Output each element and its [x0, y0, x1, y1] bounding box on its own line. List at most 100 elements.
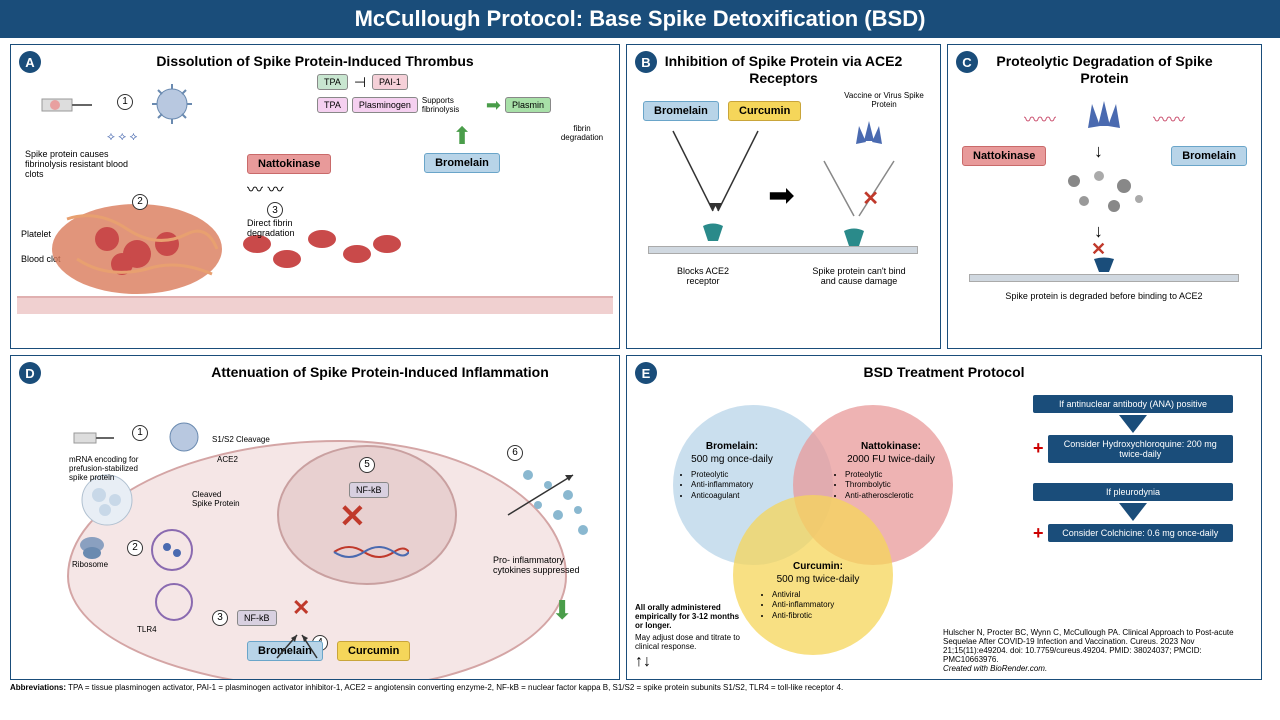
- flow2-rec: Consider Colchicine: 0.6 mg once-daily: [1048, 524, 1233, 542]
- bromelain-label-a: Bromelain: [424, 153, 500, 173]
- big-arrow-icon: ➡: [768, 176, 795, 214]
- dna-icon: [329, 537, 409, 567]
- membrane: [648, 246, 918, 254]
- step-2: 2: [132, 194, 148, 210]
- curc-dose: 500 mg twice-daily: [777, 574, 860, 585]
- ribosome-icon: [77, 535, 107, 560]
- supports-label: Supports fibrinolysis: [422, 96, 482, 114]
- virus-icon-d: [162, 415, 207, 460]
- plasminogen-box: Plasminogen: [352, 97, 418, 113]
- arrow-down-icon-e2: [1119, 503, 1147, 521]
- footer-text: TPA = tissue plasminogen activator, PAI-…: [68, 683, 843, 692]
- panel-badge-b: B: [635, 51, 657, 73]
- spike-cluster-icon: [844, 116, 894, 156]
- page-title: McCullough Protocol: Base Spike Detoxifi…: [0, 0, 1280, 38]
- panel-b: B Inhibition of Spike Protein via ACE2 R…: [626, 44, 941, 349]
- arrow-down-icon-e1: [1119, 415, 1147, 433]
- brom-dose: 500 mg once-daily: [691, 454, 773, 465]
- wavy-icon: 〰 〰: [247, 176, 331, 200]
- arrow-right-icon: ➡: [486, 95, 501, 116]
- plus-icon-2: +: [1033, 523, 1044, 544]
- panel-a: A Dissolution of Spike Protein-Induced T…: [10, 44, 620, 349]
- vaccine-spike-label: Vaccine or Virus Spike Protein: [844, 91, 924, 109]
- syringe-icon-d: [72, 423, 117, 453]
- x-icon: ✕: [862, 186, 879, 211]
- panel-e-title: BSD Treatment Protocol: [663, 364, 1225, 381]
- step-2d: 2: [127, 540, 143, 556]
- flow1-rec: Consider Hydroxychloroquine: 200 mg twic…: [1048, 435, 1233, 463]
- cytokines-icon: [503, 460, 593, 550]
- syringe-icon: [37, 79, 97, 129]
- membrane-c: [969, 274, 1239, 282]
- spike-text: Spike protein causes fibrinolysis resist…: [25, 149, 135, 179]
- flow2-cond: If pleurodynia: [1033, 483, 1233, 501]
- panel-badge-c: C: [956, 51, 978, 73]
- cleaved-label: Cleaved Spike Protein: [192, 490, 242, 508]
- step-3d: 3: [212, 610, 228, 626]
- panel-badge-d: D: [19, 362, 41, 384]
- ribosome-label: Ribosome: [72, 560, 108, 569]
- tlr4-label: TLR4: [137, 625, 157, 634]
- spike-icon: ⟡ ⟡ ⟡: [107, 129, 137, 144]
- plasmin-box: Plasmin: [505, 97, 551, 113]
- arrow-up-icon: ⬆: [452, 122, 472, 151]
- curcumin-label-d: Curcumin: [337, 641, 410, 661]
- tpa-box-2: TPA: [317, 97, 348, 113]
- nattokinase-label-a: Nattokinase: [247, 154, 331, 174]
- flow1-cond: If antinuclear antibody (ANA) positive: [1033, 395, 1233, 413]
- tpa-box: TPA: [317, 74, 348, 90]
- created-with: Created with BioRender.com.: [943, 664, 1047, 673]
- panel-d: D Attenuation of Spike Protein-Induced I…: [10, 355, 620, 680]
- panel-c: C Proteolytic Degradation of Spike Prote…: [947, 44, 1262, 349]
- curcumin-label-b: Curcumin: [728, 101, 801, 121]
- panel-grid: A Dissolution of Spike Protein-Induced T…: [0, 38, 1280, 680]
- brom-name: Bromelain:: [706, 441, 758, 452]
- arrow-down-green-icon: ⬇: [551, 595, 573, 626]
- panel-c-title: Proteolytic Degradation of Spike Protein: [984, 53, 1225, 87]
- pai1-box: PAI-1: [372, 74, 408, 90]
- abbreviations-footer: Abbreviations: TPA = tissue plasminogen …: [0, 680, 1280, 696]
- virus-icon: [147, 79, 197, 129]
- panel-badge-e: E: [635, 362, 657, 384]
- brom-b1: Proteolytic: [691, 470, 787, 480]
- updown-arrows-icon: ↑↓: [635, 653, 745, 671]
- mrna-label: mRNA encoding for prefusion-stabilized s…: [69, 455, 139, 482]
- panel-badge-a: A: [19, 51, 41, 73]
- brom-b3: Anticoagulant: [691, 491, 787, 501]
- tissue-base: [17, 296, 613, 314]
- natto-b2: Thrombolytic: [845, 480, 951, 490]
- ace2-receptor-icon-c: [1084, 256, 1124, 276]
- arrows-to-x-icon: [267, 630, 327, 660]
- step-3: 3: [267, 202, 283, 218]
- nattokinase-label-c: Nattokinase: [962, 146, 1046, 166]
- direct-fibrin-label: Direct fibrin degradation: [247, 218, 317, 238]
- panel-b-title: Inhibition of Spike Protein via ACE2 Rec…: [663, 53, 904, 87]
- spike-cluster-icon-c: [1074, 96, 1134, 136]
- step-5: 5: [359, 457, 375, 473]
- attack-left-icon: 〰〰: [1024, 106, 1056, 130]
- plus-icon: +: [1033, 438, 1044, 459]
- curc-name: Curcumin:: [793, 561, 843, 572]
- blocks-label: Blocks ACE2 receptor: [663, 266, 743, 286]
- admin-note2: May adjust dose and titrate to clinical …: [635, 633, 745, 651]
- curc-b3: Anti-fibrotic: [772, 611, 878, 621]
- inhibit-icon: ⊣: [354, 74, 366, 91]
- bromelain-label-c: Bromelain: [1171, 146, 1247, 166]
- panel-d-title: Attenuation of Spike Protein-Induced Inf…: [177, 364, 583, 381]
- brom-b2: Anti-inflammatory: [691, 480, 787, 490]
- natto-b3: Anti-atherosclerotic: [845, 491, 951, 501]
- bromelain-label-b: Bromelain: [643, 101, 719, 121]
- s1s2-label: S1/S2 Cleavage: [212, 435, 270, 444]
- endosome-icon-2: [152, 580, 197, 625]
- cytokines-label: Pro- inflammatory cytokines suppressed: [493, 555, 593, 575]
- step-1d: 1: [132, 425, 148, 441]
- arrow-down-icon: ↓: [1094, 141, 1103, 162]
- panel-a-title: Dissolution of Spike Protein-Induced Thr…: [47, 53, 583, 70]
- cantbind-label: Spike protein can't bind and cause damag…: [804, 266, 914, 286]
- curc-b1: Antiviral: [772, 590, 878, 600]
- citation: Hulscher N, Procter BC, Wynn C, McCullou…: [943, 628, 1234, 664]
- admin-note1: All orally administered empirically for …: [635, 603, 745, 630]
- curc-b2: Anti-inflammatory: [772, 600, 878, 610]
- step-6d: 6: [507, 445, 523, 461]
- ace2-receptor-icon: [693, 221, 733, 246]
